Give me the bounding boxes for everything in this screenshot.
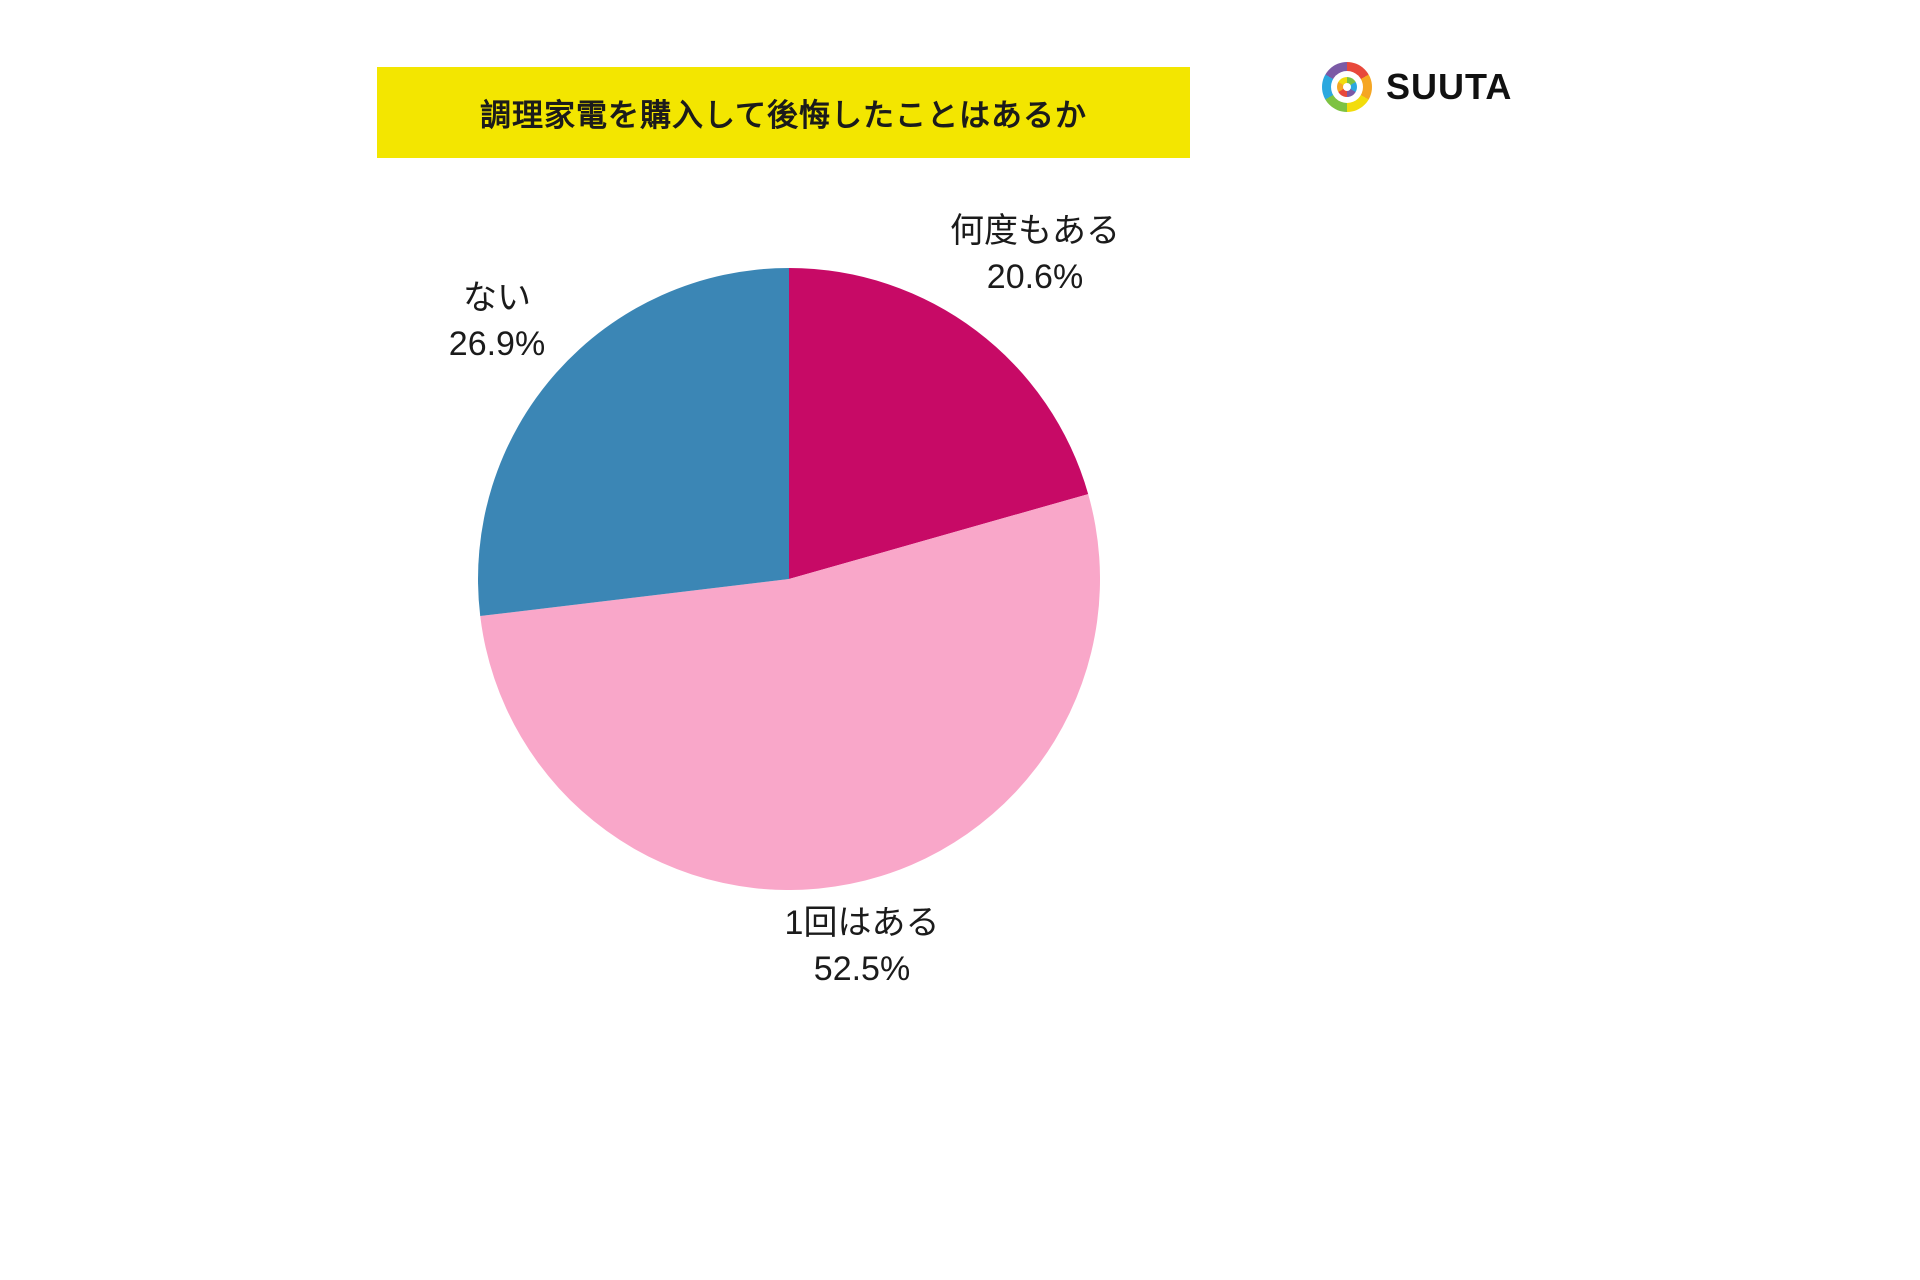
pie-slice-1: [480, 494, 1100, 890]
pie-slice-0: [789, 268, 1089, 579]
pie-chart: [478, 268, 1100, 890]
slice-percent: 20.6%: [986, 258, 1084, 296]
slice-percent: 26.9%: [448, 325, 546, 363]
slice-name: ない: [463, 279, 531, 317]
pie-svg: [478, 268, 1100, 890]
slice-label-many-times: 何度もある 20.6%: [950, 208, 1120, 300]
suuta-logo: SUUTA: [1322, 62, 1512, 112]
slice-label-once: 1回はある 52.5%: [785, 900, 940, 992]
slice-name: 1回はある: [784, 904, 940, 942]
slice-name: 何度もある: [950, 212, 1120, 250]
suuta-logo-text: SUUTA: [1386, 66, 1513, 107]
chart-title-banner: 調理家電を購入して後悔したことはあるか: [377, 67, 1190, 158]
slice-percent: 52.5%: [813, 950, 911, 988]
chart-title: 調理家電を購入して後悔したことはあるか: [479, 98, 1088, 133]
suuta-logo-icon: [1322, 62, 1372, 112]
suuta-logo-icon-inner-hole: [1343, 83, 1351, 91]
pie-slice-2: [478, 268, 789, 617]
slice-label-never: ない 26.9%: [449, 275, 545, 367]
